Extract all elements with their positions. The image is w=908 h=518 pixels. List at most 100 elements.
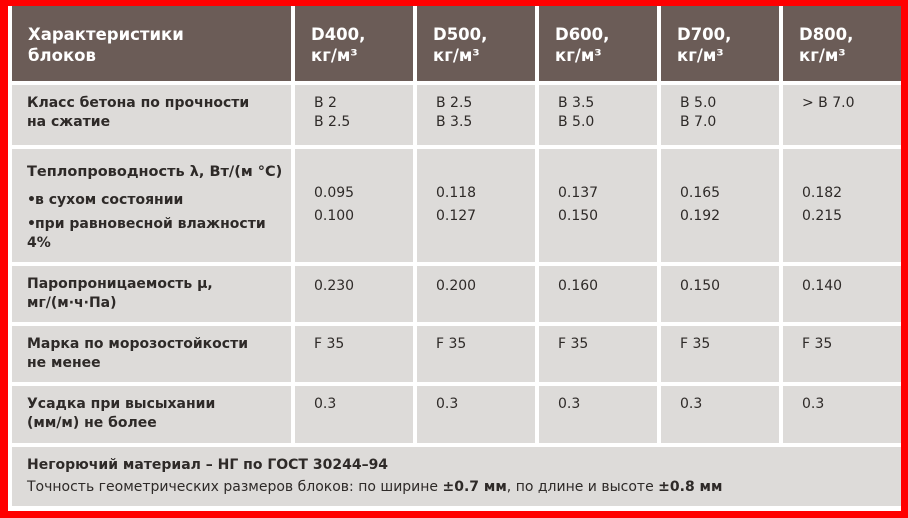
value-line: B 5.0 <box>558 114 595 130</box>
cell-frost-d400: F 35 <box>295 326 413 382</box>
label-line: на сжатие <box>27 114 111 130</box>
label-humid: •при равновесной влажности 4% <box>27 215 291 253</box>
header-unit: кг/м³ <box>677 46 724 65</box>
value-line: 0.150 <box>680 278 721 294</box>
value-line: 0.140 <box>802 278 843 294</box>
label-line: Марка по морозостойкости <box>27 336 249 352</box>
footer-notes: Негорючий материал – НГ по ГОСТ 30244–94… <box>12 447 901 506</box>
cell-vapor-d400: 0.230 <box>295 266 413 322</box>
value-line: 0.215 <box>802 208 843 224</box>
cell-thermal-d400: 0.095 0.100 <box>295 149 413 262</box>
footer-tolerance: Точность геометрических размеров блоков:… <box>27 478 901 497</box>
value-line: 0.230 <box>314 278 355 294</box>
cell-vapor-d800: 0.140 <box>783 266 901 322</box>
header-unit: кг/м³ <box>799 46 846 65</box>
value-line: 0.3 <box>314 396 337 412</box>
value-line: F 35 <box>314 336 345 352</box>
value-line: F 35 <box>802 336 833 352</box>
value-line: 0.200 <box>436 278 477 294</box>
value-line: 0.100 <box>314 208 355 224</box>
value-line: 0.192 <box>680 208 721 224</box>
cell-thermal-d700: 0.165 0.192 <box>661 149 779 262</box>
row-label-vapor: Паропроницаемость μ, мг/(м·ч·Па) <box>12 266 291 322</box>
tolerance-length: ±0.8 мм <box>658 479 723 495</box>
row-label-shrink: Усадка при высыхании (мм/м) не более <box>12 386 291 443</box>
header-d700: D700, кг/м³ <box>661 6 779 81</box>
value-line: 0.182 <box>802 185 843 201</box>
header-density: D800, <box>799 25 854 44</box>
header-density: D700, <box>677 25 732 44</box>
cell-strength-d400: B 2 B 2.5 <box>295 85 413 145</box>
label-line: Усадка при высыхании <box>27 396 216 412</box>
cell-frost-d800: F 35 <box>783 326 901 382</box>
row-label-strength: Класс бетона по прочности на сжатие <box>12 85 291 145</box>
value-line: B 5.0 <box>680 95 717 111</box>
header-unit: кг/м³ <box>311 46 358 65</box>
value-line: B 3.5 <box>436 114 473 130</box>
tolerance-text: Точность геометрических размеров блоков:… <box>27 479 443 495</box>
label-line: Теплопроводность λ, Вт/(м °С) <box>27 164 283 180</box>
value-line: F 35 <box>558 336 589 352</box>
cell-vapor-d500: 0.200 <box>417 266 535 322</box>
value-line: 0.160 <box>558 278 599 294</box>
cell-strength-d800: > B 7.0 <box>783 85 901 145</box>
footer-fire-class: Негорючий материал – НГ по ГОСТ 30244–94 <box>27 457 389 473</box>
label-line: Паропроницаемость μ, <box>27 276 213 292</box>
cell-frost-d700: F 35 <box>661 326 779 382</box>
value-line: 0.150 <box>558 208 599 224</box>
label-line: в сухом состоянии <box>35 192 184 208</box>
value-line: 0.3 <box>558 396 581 412</box>
header-line: блоков <box>28 46 96 65</box>
cell-strength-d500: B 2.5 B 3.5 <box>417 85 535 145</box>
cell-vapor-d600: 0.160 <box>539 266 657 322</box>
cell-thermal-d500: 0.118 0.127 <box>417 149 535 262</box>
value-line: 0.3 <box>680 396 703 412</box>
tolerance-width: ±0.7 мм <box>442 479 507 495</box>
cell-vapor-d700: 0.150 <box>661 266 779 322</box>
header-line: Характеристики <box>28 25 184 44</box>
value-line: F 35 <box>436 336 467 352</box>
label-line: мг/(м·ч·Па) <box>27 295 117 311</box>
label-line: (мм/м) не более <box>27 415 157 431</box>
value-line: B 3.5 <box>558 95 595 111</box>
value-line: 0.3 <box>802 396 825 412</box>
value-line: 0.165 <box>680 185 721 201</box>
value-line: B 2 <box>314 95 337 111</box>
header-density: D500, <box>433 25 488 44</box>
value-line: 0.118 <box>436 185 477 201</box>
label-line: Класс бетона по прочности <box>27 95 250 111</box>
cell-frost-d500: F 35 <box>417 326 535 382</box>
header-characteristics: Характеристики блоков <box>12 6 291 81</box>
header-density: D400, <box>311 25 366 44</box>
value-line: F 35 <box>680 336 711 352</box>
cell-shrink-d600: 0.3 <box>539 386 657 443</box>
cell-frost-d600: F 35 <box>539 326 657 382</box>
bullet-icon: • <box>27 216 36 232</box>
value-line: B 7.0 <box>680 114 717 130</box>
value-line: 0.3 <box>436 396 459 412</box>
header-unit: кг/м³ <box>433 46 480 65</box>
cell-shrink-d700: 0.3 <box>661 386 779 443</box>
value-line: B 2.5 <box>314 114 351 130</box>
header-d500: D500, кг/м³ <box>417 6 535 81</box>
header-density: D600, <box>555 25 610 44</box>
cell-shrink-d800: 0.3 <box>783 386 901 443</box>
characteristics-table: Характеристики блоков D400, кг/м³ D500, … <box>12 6 901 506</box>
label-line: при равновесной влажности 4% <box>27 216 266 251</box>
row-label-frost: Марка по морозостойкости не менее <box>12 326 291 382</box>
cell-thermal-d600: 0.137 0.150 <box>539 149 657 262</box>
cell-thermal-d800: 0.182 0.215 <box>783 149 901 262</box>
bullet-icon: • <box>27 192 36 208</box>
header-d800: D800, кг/м³ <box>783 6 901 81</box>
row-label-thermal: Теплопроводность λ, Вт/(м °С) •в сухом с… <box>12 149 291 262</box>
header-unit: кг/м³ <box>555 46 602 65</box>
header-d600: D600, кг/м³ <box>539 6 657 81</box>
value-line: 0.137 <box>558 185 599 201</box>
label-dry: •в сухом состоянии <box>27 191 291 210</box>
value-line: 0.127 <box>436 208 477 224</box>
cell-shrink-d400: 0.3 <box>295 386 413 443</box>
cell-shrink-d500: 0.3 <box>417 386 535 443</box>
value-line: 0.095 <box>314 185 355 201</box>
tolerance-text: , по длине и высоте <box>506 479 659 495</box>
cell-strength-d700: B 5.0 B 7.0 <box>661 85 779 145</box>
